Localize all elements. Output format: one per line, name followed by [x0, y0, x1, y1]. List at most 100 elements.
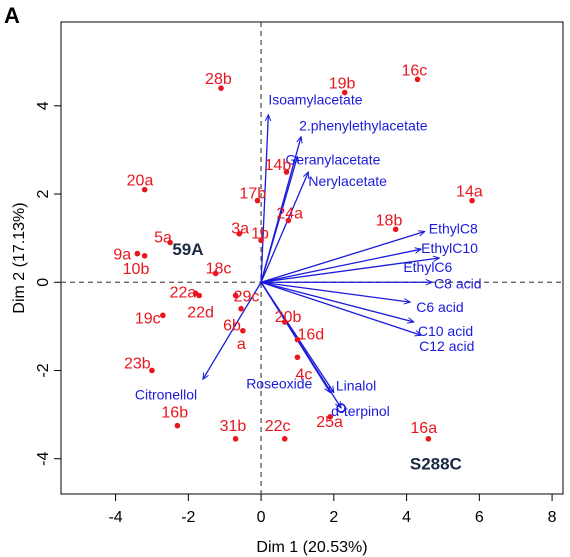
point-31b [232, 436, 239, 442]
point-label-20b: 20b [275, 309, 302, 326]
point-label-5a: 5a [154, 230, 172, 247]
point-24a [285, 217, 292, 224]
point-23b [149, 367, 155, 374]
vector-citronellol [203, 281, 262, 379]
point-label-25a: 25a [316, 414, 343, 431]
vector-label-geranylacetate: Geranylacetate [285, 152, 380, 168]
point-16d [294, 336, 301, 343]
point-10b [141, 252, 148, 259]
point-label-18b: 18b [376, 212, 403, 229]
point-22c [281, 436, 288, 442]
point-29c [232, 292, 239, 299]
point-17b [254, 197, 261, 204]
point-label-16b: 16b [161, 405, 188, 422]
point-a [240, 327, 246, 334]
point-14b [283, 169, 290, 175]
y-tick-label: 4 [35, 101, 52, 110]
point-label-24a: 24a [276, 206, 303, 223]
point-1b [258, 237, 264, 244]
vector-label-ethylc10: EthylC10 [421, 240, 478, 256]
point-label-10b: 10b [123, 261, 150, 278]
point-label-19b: 19b [329, 76, 356, 93]
vector-label-c6-acid: C6 acid [416, 299, 463, 315]
variable-vectors: Isoamylacetate 2.phenylethylacetate Gerany… [135, 92, 482, 419]
point-label-16c: 16c [401, 62, 427, 79]
vector-label-roseoxide: Roseoxide [246, 376, 312, 392]
vector-geranylacetate [260, 157, 297, 283]
point-19b [341, 89, 348, 96]
strain-label-59a: 59A [172, 240, 203, 259]
point-label-22a: 22a [170, 284, 197, 301]
y-tick-label: -2 [35, 363, 52, 377]
point-label-14b: 14b [265, 157, 292, 174]
point-label-14a: 14a [456, 184, 483, 201]
point-label-31b: 31b [220, 418, 247, 435]
point-3a [236, 230, 243, 237]
plot-frame [60, 21, 564, 495]
point-label-16a: 16a [410, 420, 437, 437]
point-19c [160, 312, 166, 319]
point-16b [174, 422, 181, 429]
point-label-22d: 22d [187, 304, 214, 321]
vector-label-isoamylacetate: Isoamylacetate [268, 92, 362, 108]
vector-nerylacetate [260, 172, 309, 283]
reference-lines [61, 22, 563, 494]
point-20a [141, 186, 148, 193]
vector-ethylc10 [260, 249, 421, 283]
reference-strains: 59A S288C [172, 240, 462, 473]
vector-ethylc6 [260, 258, 439, 283]
point-label-6b: 6b [223, 318, 241, 335]
vector-label-2-phenylethylacetate: 2.phenylethylacetate [299, 118, 428, 134]
point-16c [414, 76, 421, 83]
y-axis-title: Dim 2 (17.13%) [11, 202, 28, 313]
point-18c [212, 270, 219, 277]
point-label-16d: 16d [297, 327, 324, 344]
vector-label-c10-acid: C10 acid [418, 323, 473, 339]
point-label-1b: 1b [251, 225, 269, 242]
point-6b [238, 305, 244, 312]
point-label-18c: 18c [206, 260, 232, 277]
point-label-23b: 23b [124, 355, 151, 372]
x-tick-label: 6 [475, 509, 484, 526]
point-4c [294, 354, 301, 361]
vector-label-linalol: Linalol [336, 378, 376, 394]
x-tick-label: -4 [108, 509, 122, 526]
panel-label: A [4, 3, 20, 28]
axes: -4 -2 0 2 4 6 8 -4 -2 0 2 4 [35, 101, 557, 526]
alpha-terpinol-marker [336, 403, 346, 413]
point-14a [469, 197, 475, 204]
vector-terpinol [260, 281, 341, 408]
x-tick-label: -2 [181, 509, 195, 526]
x-axis-title: Dim 1 (20.53%) [256, 539, 367, 556]
point-label-4c: 4c [295, 366, 312, 383]
vector-c12-acid [260, 281, 421, 335]
point-5a [167, 239, 173, 246]
y-tick-label: -4 [35, 451, 52, 465]
point-22d [196, 292, 203, 299]
strain-label-s288c: S288C [410, 454, 462, 473]
vector-label-ethylc8: EthylC8 [429, 221, 478, 237]
point-label-28b: 28b [205, 71, 232, 88]
point-25a [327, 414, 333, 420]
vector-label-citronellol: Citronellol [135, 386, 197, 402]
point-9a [134, 250, 141, 257]
vector-isoamylacetate [260, 115, 268, 283]
x-tick-label: 4 [402, 509, 411, 526]
y-tick-label: 0 [35, 278, 52, 287]
point-16a [425, 436, 432, 442]
vector-ethylc8 [260, 232, 425, 283]
point-28b [218, 85, 224, 91]
point-20b [281, 319, 288, 325]
x-tick-label: 0 [257, 509, 266, 526]
point-label-a: a [237, 336, 246, 353]
point-18b [392, 226, 399, 233]
point-label-29c: 29c [234, 288, 260, 305]
point-label-22c: 22c [265, 418, 291, 435]
point-label-17b: 17b [239, 186, 266, 203]
vector-label-c12-acid: C12 acid [419, 338, 474, 354]
x-tick-label: 8 [548, 509, 557, 526]
x-tick-label: 2 [329, 509, 338, 526]
point-label-20a: 20a [127, 173, 154, 190]
